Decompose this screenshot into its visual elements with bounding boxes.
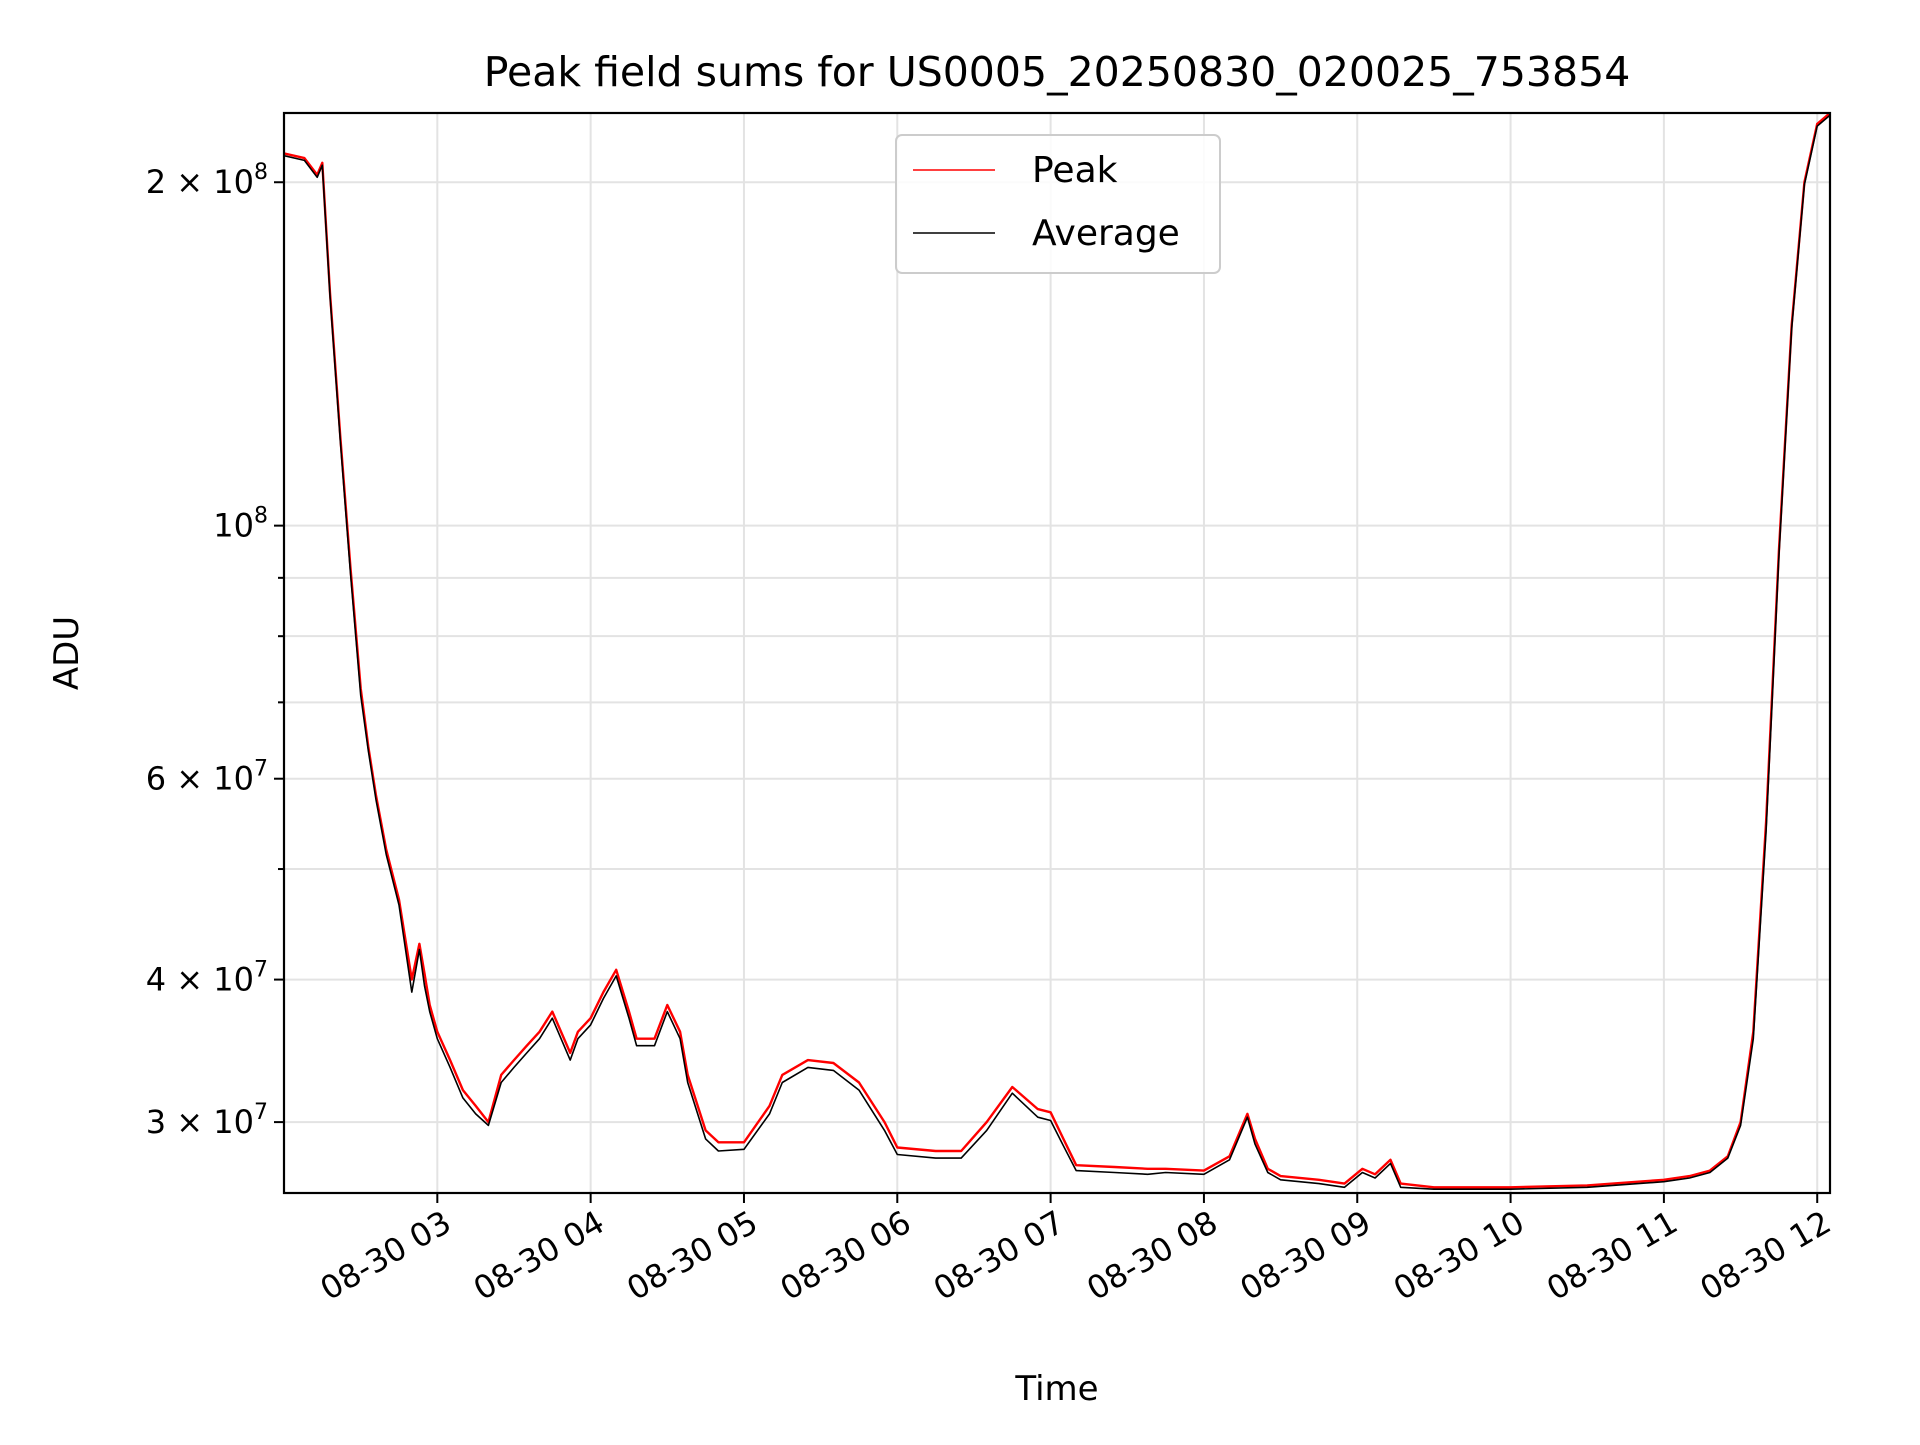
legend-label-peak: Peak [1032, 150, 1118, 191]
y-tick-label: 4 × 107 [146, 958, 268, 999]
y-axis-label: ADU [47, 616, 87, 690]
y-tick-label: 3 × 107 [146, 1100, 268, 1141]
y-tick-label: 2 × 108 [146, 160, 268, 201]
x-axis-label: Time [1014, 1369, 1098, 1409]
chart-title: Peak field sums for US0005_20250830_0200… [484, 48, 1631, 96]
y-tick-label: 108 [213, 504, 268, 545]
plot-frame [282, 111, 1832, 1195]
legend: Peak Average [895, 134, 1221, 274]
legend-label-average: Average [1032, 213, 1180, 254]
y-tick-label: 6 × 107 [146, 757, 268, 798]
series-line-peak [284, 113, 1830, 1189]
series-lines [284, 113, 1830, 1190]
series-line-average [284, 114, 1830, 1190]
